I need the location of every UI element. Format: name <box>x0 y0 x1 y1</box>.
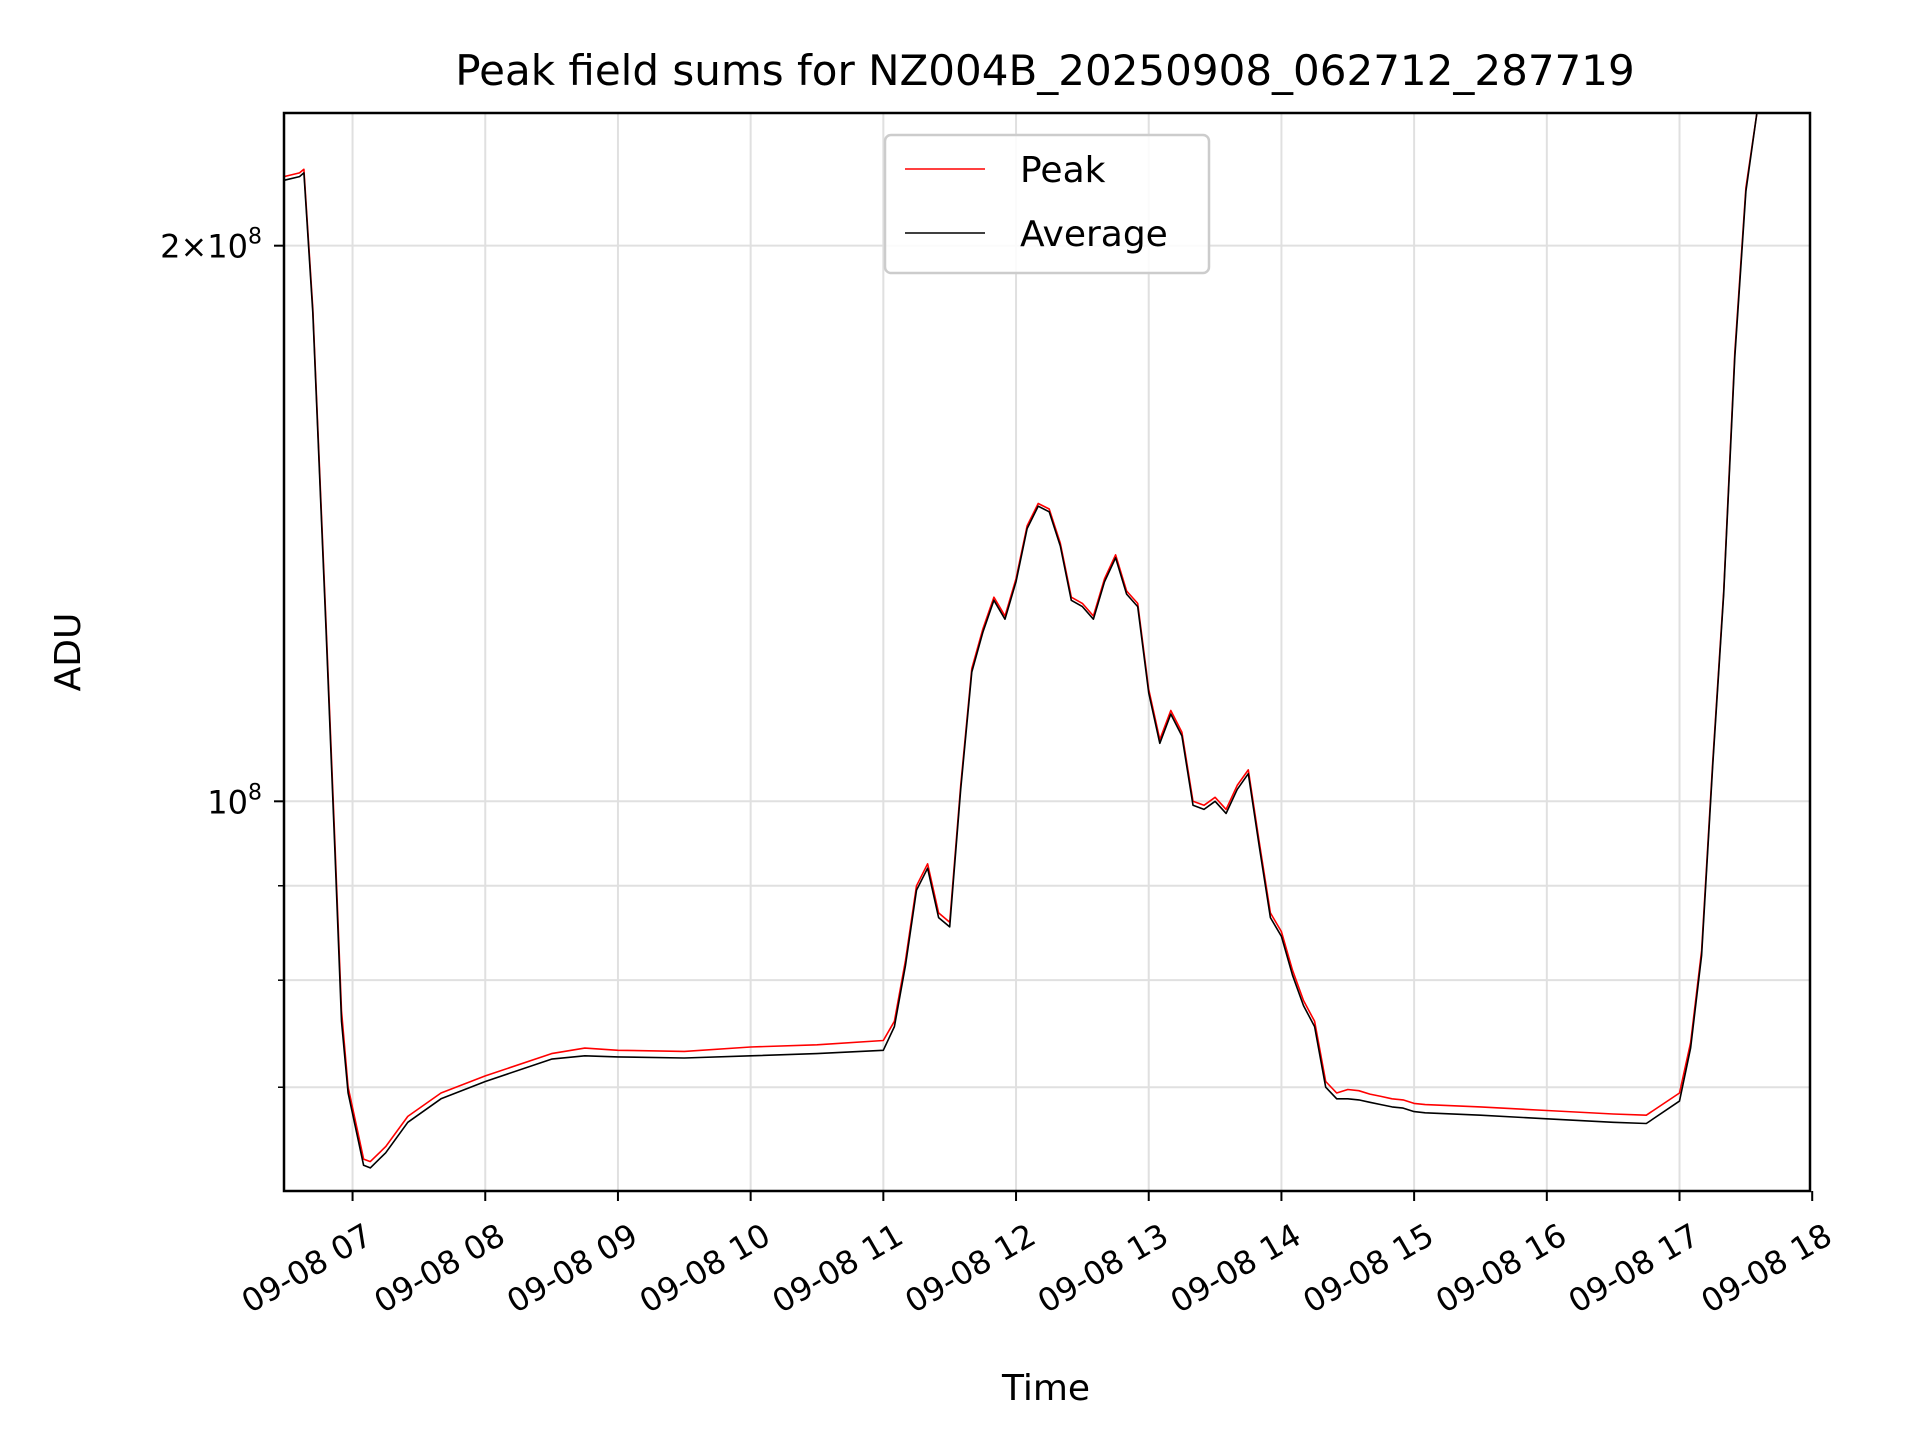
series-line-peak <box>283 112 1810 1163</box>
x-axis-label: Time <box>1001 1368 1090 1409</box>
legend: Peak Average <box>883 133 1211 275</box>
y-tick-label: 2×108 <box>160 225 262 266</box>
y-tick-exponent: 8 <box>248 225 262 250</box>
legend-label-average: Average <box>1020 214 1168 255</box>
plot-frame <box>282 111 1812 1193</box>
series-lines <box>283 112 1810 1169</box>
grid <box>284 113 1810 1191</box>
chart-title: Peak field sums for NZ004B_20250908_0627… <box>455 46 1634 95</box>
y-tick-exponent: 8 <box>248 780 262 805</box>
y-axis-label: ADU <box>48 613 89 692</box>
series-line-average <box>283 112 1810 1169</box>
legend-label-peak: Peak <box>1020 150 1106 191</box>
